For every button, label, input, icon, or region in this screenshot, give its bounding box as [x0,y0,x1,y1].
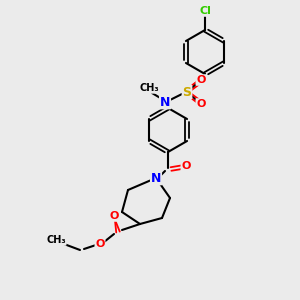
Text: O: O [196,99,206,109]
Text: O: O [181,161,191,171]
Text: O: O [109,211,119,221]
Text: O: O [95,239,105,249]
Text: N: N [151,172,161,184]
Text: Cl: Cl [199,6,211,16]
Text: CH₃: CH₃ [46,235,66,245]
Text: O: O [196,75,206,85]
Text: CH₃: CH₃ [139,83,159,93]
Text: N: N [160,95,170,109]
Text: S: S [182,85,191,98]
